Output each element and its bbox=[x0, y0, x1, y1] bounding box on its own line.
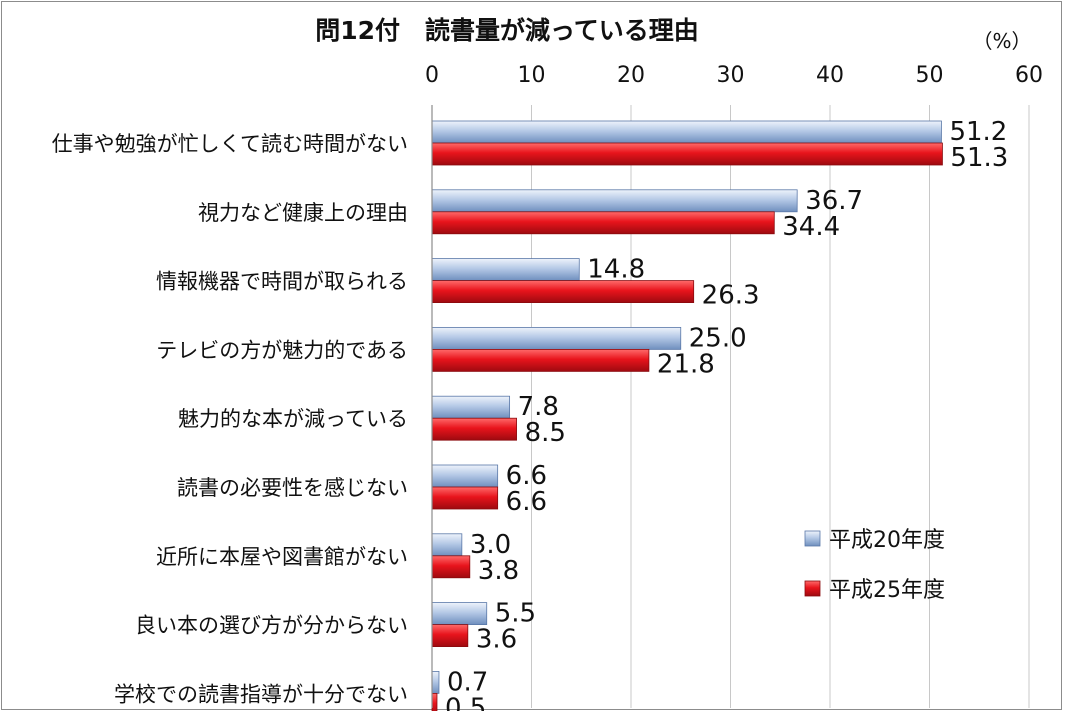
data-label-heisei25: 0.5 bbox=[445, 693, 486, 711]
bar-heisei25 bbox=[431, 142, 943, 166]
bar-heisei25 bbox=[431, 211, 775, 235]
category-label: 学校での読書指導が十分でない bbox=[114, 682, 408, 706]
category-label: 良い本の選び方が分からない bbox=[135, 614, 408, 638]
bar-heisei20 bbox=[431, 671, 440, 694]
category-label: 情報機器で時間が取られる bbox=[156, 270, 408, 294]
x-tick-label: 60 bbox=[1015, 63, 1043, 88]
data-label-heisei20: 5.5 bbox=[495, 599, 536, 629]
x-axis-ticks: 0 10 20 30 40 50 60 bbox=[425, 63, 1043, 88]
category-label: 仕事や勉強が忙しくて読む時間がない bbox=[52, 132, 408, 156]
category-label: 視力など健康上の理由 bbox=[198, 201, 408, 225]
bar-heisei20 bbox=[431, 326, 682, 350]
chart-title: 問12付 読書量が減っている理由 bbox=[315, 16, 699, 45]
x-tick-label: 20 bbox=[617, 63, 645, 88]
data-label-heisei20: 14.8 bbox=[587, 255, 645, 285]
data-label-heisei25: 26.3 bbox=[702, 281, 760, 311]
bar-heisei25 bbox=[431, 624, 469, 647]
data-label-heisei20: 25.0 bbox=[689, 323, 747, 353]
category-labels: 仕事や勉強が忙しくて読む時間がない視力など健康上の理由情報機器で時間が取られるテ… bbox=[52, 132, 408, 706]
data-label-heisei25: 3.8 bbox=[478, 556, 519, 586]
data-label-heisei25: 51.3 bbox=[950, 143, 1008, 173]
bar-heisei25 bbox=[431, 486, 499, 510]
data-label-heisei20: 7.8 bbox=[518, 392, 559, 422]
data-label-heisei25: 8.5 bbox=[525, 418, 566, 448]
bar-heisei25 bbox=[431, 555, 471, 579]
legend-item-heisei25: 平成25年度 bbox=[804, 578, 945, 603]
data-label-heisei20: 3.0 bbox=[470, 530, 511, 560]
bar-heisei20 bbox=[431, 533, 463, 557]
data-label-heisei20: 6.6 bbox=[506, 461, 547, 491]
x-tick-label: 50 bbox=[916, 63, 944, 88]
data-label-heisei25: 34.4 bbox=[782, 212, 840, 242]
category-label: 魅力的な本が減っている bbox=[178, 407, 408, 431]
x-tick-label: 0 bbox=[425, 63, 439, 88]
data-label-heisei20: 0.7 bbox=[447, 667, 488, 697]
bar-heisei20 bbox=[431, 258, 580, 282]
legend-swatch-heisei25 bbox=[804, 580, 821, 597]
bar-heisei20 bbox=[431, 602, 488, 625]
unit-label: （%） bbox=[972, 29, 1031, 53]
legend: 平成20年度 平成25年度 bbox=[804, 528, 945, 603]
category-label: 読書の必要性を感じない bbox=[177, 476, 408, 500]
data-label-heisei25: 21.8 bbox=[657, 349, 715, 379]
category-label: テレビの方が魅力的である bbox=[156, 338, 408, 362]
bar-heisei25 bbox=[431, 417, 517, 441]
data-label-heisei25: 3.6 bbox=[476, 625, 517, 655]
bar-heisei25 bbox=[431, 693, 438, 711]
data-label-heisei20: 36.7 bbox=[805, 186, 863, 216]
x-tick-label: 30 bbox=[717, 63, 745, 88]
data-label-heisei20: 51.2 bbox=[949, 117, 1007, 147]
category-label: 近所に本屋や図書館がない bbox=[156, 545, 408, 569]
data-label-heisei25: 6.6 bbox=[506, 487, 547, 517]
x-tick-label: 10 bbox=[518, 63, 546, 88]
bar-heisei20 bbox=[431, 120, 942, 144]
legend-swatch-heisei20 bbox=[804, 530, 821, 547]
legend-item-heisei20: 平成20年度 bbox=[804, 528, 945, 553]
bar-heisei25 bbox=[431, 280, 695, 304]
bar-heisei20 bbox=[431, 189, 798, 213]
bar-heisei20 bbox=[431, 395, 511, 419]
bar-heisei25 bbox=[431, 348, 650, 372]
legend-label-heisei20: 平成20年度 bbox=[829, 528, 945, 553]
bar-heisei20 bbox=[431, 464, 499, 488]
x-tick-label: 40 bbox=[816, 63, 844, 88]
data-labels: 51.251.3 36.734.4 14.8 26.3 25.021.8 7.88.5 6.… bbox=[445, 117, 1008, 711]
legend-label-heisei25: 平成25年度 bbox=[829, 578, 945, 603]
